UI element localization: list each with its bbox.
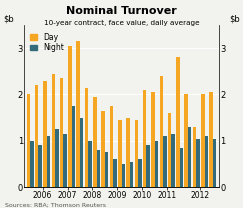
Bar [118,120,122,187]
Text: Sources: RBA; Thomson Reuters: Sources: RBA; Thomson Reuters [5,203,106,208]
Bar [201,94,205,187]
Bar [163,136,166,187]
Bar [135,120,138,187]
Bar [126,118,130,187]
Bar [205,136,208,187]
Bar [43,80,47,187]
Bar [193,127,196,187]
Bar [209,92,213,187]
Bar [85,88,88,187]
Bar [155,141,158,187]
Bar [35,85,38,187]
Y-axis label: $b: $b [229,14,240,23]
Bar [188,127,191,187]
Bar [101,111,105,187]
Bar [143,90,147,187]
Bar [147,145,150,187]
Y-axis label: $b: $b [3,14,14,23]
Bar [63,134,67,187]
Bar [27,94,30,187]
Bar [196,139,200,187]
Bar [93,97,96,187]
Bar [213,139,216,187]
Bar [160,76,163,187]
Bar [80,118,83,187]
Bar [168,113,171,187]
Bar [184,94,188,187]
Legend: Day, Night: Day, Night [28,30,67,54]
Bar [110,106,113,187]
Bar [171,134,175,187]
Bar [88,141,92,187]
Bar [60,78,63,187]
Bar [77,41,80,187]
Bar [122,164,125,187]
Bar [151,92,155,187]
Bar [72,106,75,187]
Text: 10-year contract, face value, daily average: 10-year contract, face value, daily aver… [44,20,199,26]
Bar [113,159,117,187]
Bar [105,152,108,187]
Bar [96,150,100,187]
Bar [176,57,180,187]
Bar [130,162,133,187]
Bar [47,136,50,187]
Bar [138,159,142,187]
Bar [180,148,183,187]
Bar [55,129,59,187]
Bar [68,46,72,187]
Text: Nominal Turnover: Nominal Turnover [66,6,177,16]
Bar [52,74,55,187]
Bar [38,145,42,187]
Bar [30,141,34,187]
